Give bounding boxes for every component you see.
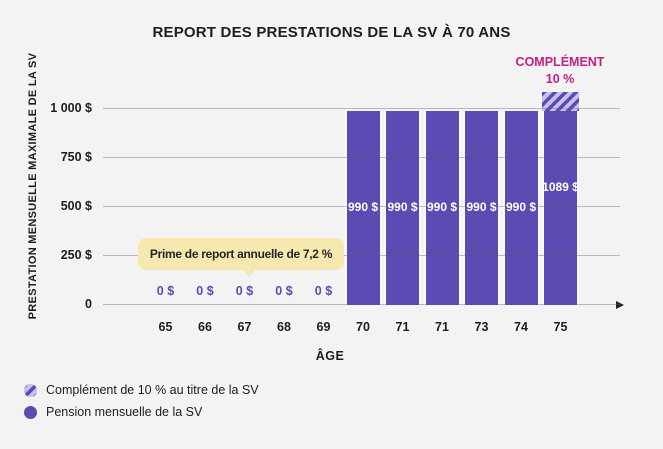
x-tick-label: 68: [277, 320, 291, 334]
x-tick-label: 75: [553, 320, 568, 334]
x-tick-label: 66: [198, 320, 212, 334]
hatched-swatch-icon: [24, 383, 37, 397]
x-axis-arrow-icon: [616, 301, 624, 309]
x-tick-label: 70: [356, 320, 370, 334]
pension-bar: [502, 110, 540, 305]
plot-area: 0 $ 65 0 $ 66 0 $ 67 0 $ 68 0 $ 69 990 $ 70 990 $ 71 9…: [103, 80, 624, 334]
bar-value-label: 990 $: [466, 200, 497, 214]
zero-value-label: 0 $: [156, 284, 175, 298]
bar-value-label: 990 $: [347, 200, 379, 214]
legend-item-pension: Pension mensuelle de la SV: [24, 405, 259, 419]
bar-value-label: 1089 $: [542, 180, 579, 194]
gridline: [103, 206, 620, 207]
x-tick-label: 71: [395, 320, 410, 334]
pension-bar: [542, 110, 579, 305]
gridline: [103, 108, 620, 109]
complement-annotation: COMPLÉMENT 10 %: [516, 54, 605, 88]
pension-bar: [463, 110, 500, 305]
x-tick-label: 69: [316, 320, 331, 334]
x-tick-label: 65: [158, 320, 173, 334]
x-tick-label: 67: [237, 320, 252, 334]
pension-bar: [344, 110, 382, 305]
x-tick-label: 74: [514, 320, 528, 334]
gridline: [103, 255, 620, 256]
y-axis-title: PRESTATION MENSUELLE MAXIMALE DE LA SV: [27, 52, 39, 320]
zero-value-label: 0 $: [196, 284, 214, 298]
legend-label-complement: Complément de 10 % au titre de la SV: [46, 383, 259, 397]
bar-value-label: 990 $: [387, 200, 418, 214]
solid-swatch-icon: [24, 405, 37, 419]
legend: Complément de 10 % au titre de la SV Pen…: [24, 383, 259, 427]
chart-title: REPORT DES PRESTATIONS DE LA SV À 70 ANS: [152, 24, 511, 41]
x-tick-label: 73: [474, 320, 489, 334]
x-tick-label: 71: [435, 320, 449, 334]
legend-label-pension: Pension mensuelle de la SV: [46, 405, 203, 419]
pension-bar: [384, 110, 421, 305]
y-tick-label: 750 $: [60, 150, 92, 164]
legend-item-complement: Complément de 10 % au titre de la SV: [24, 383, 259, 397]
bar-value-label: 990 $: [426, 200, 458, 214]
complement-annotation-line1: COMPLÉMENT: [515, 55, 605, 69]
complement-annotation-line2: 10 %: [545, 72, 575, 86]
zero-value-label: 0 $: [235, 284, 254, 298]
y-tick-label: 0: [85, 297, 92, 311]
y-tick-label: 1 000 $: [50, 101, 92, 115]
y-tick-label: 250 $: [60, 248, 92, 262]
bar-value-label: 990 $: [505, 200, 537, 214]
y-tick-label: 500 $: [60, 199, 92, 213]
callout-tail-icon: [242, 269, 256, 277]
gridline: [103, 157, 620, 158]
pension-bar: [423, 110, 461, 305]
zero-value-label: 0 $: [275, 284, 293, 298]
zero-value-label: 0 $: [314, 284, 333, 298]
gridline: [103, 304, 620, 305]
deferral-premium-callout: Prime de report annuelle de 7,2 %: [137, 238, 345, 270]
complement-cap: [542, 91, 579, 111]
x-axis-title: ÂGE: [315, 349, 345, 363]
